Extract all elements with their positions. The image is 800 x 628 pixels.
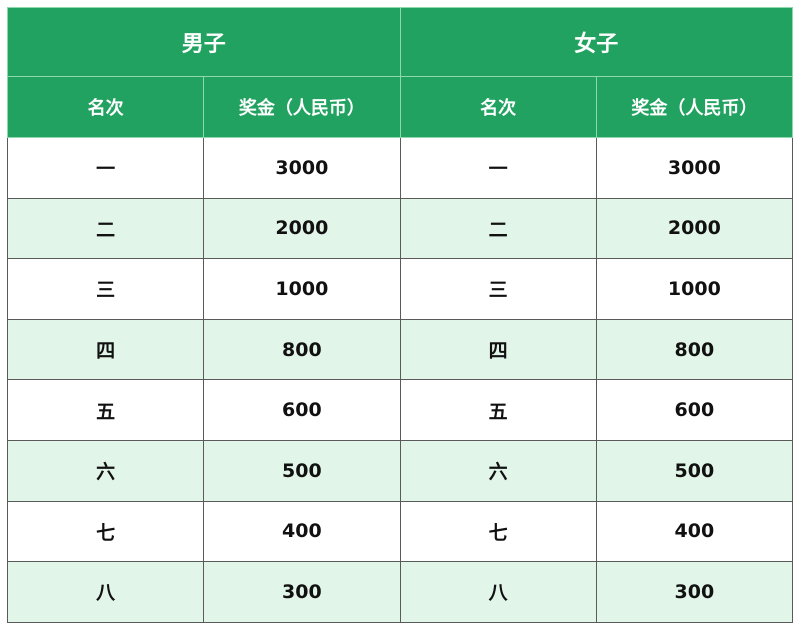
- rank-cell: 六: [399, 439, 597, 502]
- rank-cell: 五: [399, 379, 597, 441]
- rank-cell: 三: [6, 258, 205, 320]
- prize-cell: 600: [595, 379, 794, 441]
- prize-cell: 1000: [203, 258, 401, 320]
- prize-cell: 2000: [203, 197, 401, 260]
- rank-cell: 一: [6, 137, 205, 199]
- table-row: 六 500 六 500: [6, 439, 794, 502]
- prize-cell: 3000: [203, 137, 401, 199]
- column-header-rank: 名次: [399, 76, 597, 138]
- table-row: 三 1000 三 1000: [6, 258, 794, 320]
- table-row: 八 300 八 300: [6, 561, 794, 623]
- prize-cell: 400: [203, 500, 401, 563]
- prize-cell: 500: [595, 439, 794, 502]
- rank-cell: 七: [399, 500, 597, 563]
- prize-cell: 800: [595, 318, 794, 381]
- group-header-men: 男子: [7, 7, 401, 77]
- rank-cell: 四: [399, 318, 597, 381]
- prize-table: 男子 女子 名次 奖金（人民币） 名次 奖金（人民币） 一 3000 一 3000 二 2…: [6, 7, 794, 623]
- table-row: 一 3000 一 3000: [6, 137, 794, 199]
- table-row: 四 800 四 800: [6, 318, 794, 381]
- prize-cell: 300: [595, 561, 794, 623]
- table-row: 二 2000 二 2000: [6, 197, 794, 260]
- prize-cell: 1000: [595, 258, 794, 320]
- prize-cell: 800: [203, 318, 401, 381]
- rank-cell: 二: [6, 197, 205, 260]
- rank-cell: 一: [399, 137, 597, 199]
- prize-cell: 600: [203, 379, 401, 441]
- rank-cell: 八: [399, 561, 597, 623]
- rank-cell: 四: [6, 318, 205, 381]
- column-header-prize: 奖金（人民币）: [595, 76, 794, 138]
- table-row: 五 600 五 600: [6, 379, 794, 441]
- rank-cell: 二: [399, 197, 597, 260]
- rank-cell: 七: [6, 500, 205, 563]
- rank-cell: 六: [6, 439, 205, 502]
- group-header-women: 女子: [399, 7, 793, 77]
- prize-cell: 3000: [595, 137, 794, 199]
- rank-cell: 三: [399, 258, 597, 320]
- rank-cell: 八: [6, 561, 205, 623]
- rank-cell: 五: [6, 379, 205, 441]
- column-header-prize: 奖金（人民币）: [203, 76, 401, 138]
- prize-cell: 300: [203, 561, 401, 623]
- table-row: 七 400 七 400: [6, 500, 794, 563]
- prize-cell: 400: [595, 500, 794, 563]
- column-header-rank: 名次: [6, 76, 205, 138]
- prize-cell: 2000: [595, 197, 794, 260]
- prize-cell: 500: [203, 439, 401, 502]
